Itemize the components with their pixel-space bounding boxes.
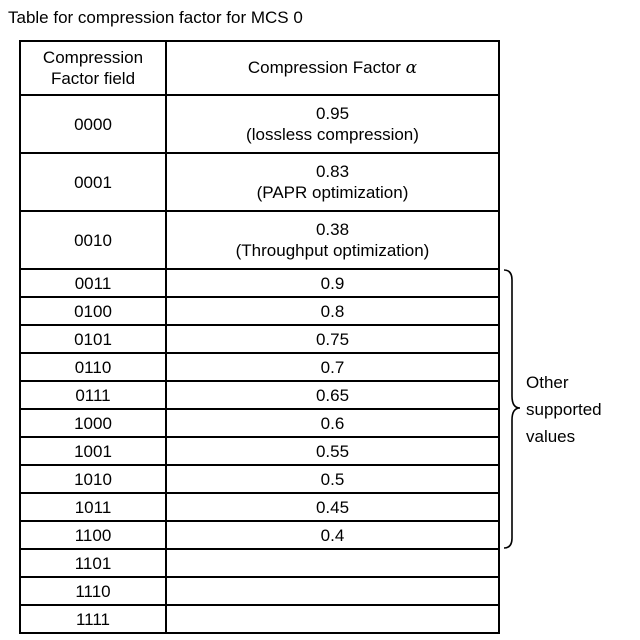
field-cell: 0111 xyxy=(20,381,166,409)
header-col1-line1: Compression xyxy=(21,47,165,68)
brace-label-line3: values xyxy=(526,423,602,450)
factor-cell: 0.8 xyxy=(166,297,499,325)
table-row: 1010 0.5 xyxy=(20,465,499,493)
field-cell: 0101 xyxy=(20,325,166,353)
brace-label-line1: Other xyxy=(526,369,602,396)
factor-cell: 0.6 xyxy=(166,409,499,437)
field-cell: 0010 xyxy=(20,211,166,269)
factor-cell: 0.55 xyxy=(166,437,499,465)
header-col2-text: Compression Factor xyxy=(248,58,406,77)
table-row: 0001 0.83 (PAPR optimization) xyxy=(20,153,499,211)
header-compression-factor-field: Compression Factor field xyxy=(20,41,166,95)
factor-cell xyxy=(166,605,499,633)
field-cell: 0100 xyxy=(20,297,166,325)
field-cell: 0110 xyxy=(20,353,166,381)
factor-cell: 0.38 (Throughput optimization) xyxy=(166,211,499,269)
factor-cell: 0.75 xyxy=(166,325,499,353)
field-cell: 1001 xyxy=(20,437,166,465)
factor-cell: 0.4 xyxy=(166,521,499,549)
field-cell: 1111 xyxy=(20,605,166,633)
table-row: 1001 0.55 xyxy=(20,437,499,465)
factor-cell: 0.45 xyxy=(166,493,499,521)
table-row: 0010 0.38 (Throughput optimization) xyxy=(20,211,499,269)
factor-cell: 0.65 xyxy=(166,381,499,409)
compression-factor-table: Compression Factor field Compression Fac… xyxy=(19,40,500,634)
table-row: 1000 0.6 xyxy=(20,409,499,437)
field-cell: 0001 xyxy=(20,153,166,211)
table-row: 0000 0.95 (lossless compression) xyxy=(20,95,499,153)
factor-cell xyxy=(166,549,499,577)
field-cell: 1000 xyxy=(20,409,166,437)
factor-value: 0.95 xyxy=(167,103,498,124)
table-row: 1100 0.4 xyxy=(20,521,499,549)
factor-cell xyxy=(166,577,499,605)
field-cell: 1110 xyxy=(20,577,166,605)
field-cell: 1100 xyxy=(20,521,166,549)
table-title: Table for compression factor for MCS 0 xyxy=(8,8,303,28)
factor-cell: 0.7 xyxy=(166,353,499,381)
table-row: 0011 0.9 xyxy=(20,269,499,297)
table-row: 0101 0.75 xyxy=(20,325,499,353)
table-row: 0100 0.8 xyxy=(20,297,499,325)
field-cell: 0000 xyxy=(20,95,166,153)
table-row: 1111 xyxy=(20,605,499,633)
header-compression-factor-alpha: Compression Factor α xyxy=(166,41,499,95)
table-row: 1110 xyxy=(20,577,499,605)
factor-cell: 0.83 (PAPR optimization) xyxy=(166,153,499,211)
table-row: 1011 0.45 xyxy=(20,493,499,521)
brace-label-line2: supported xyxy=(526,396,602,423)
field-cell: 1011 xyxy=(20,493,166,521)
factor-cell: 0.95 (lossless compression) xyxy=(166,95,499,153)
table-row: 1101 xyxy=(20,549,499,577)
header-row: Compression Factor field Compression Fac… xyxy=(20,41,499,95)
alpha-symbol: α xyxy=(406,58,417,78)
factor-value: 0.83 xyxy=(167,161,498,182)
factor-cell: 0.5 xyxy=(166,465,499,493)
field-cell: 1010 xyxy=(20,465,166,493)
field-cell: 1101 xyxy=(20,549,166,577)
factor-note: (Throughput optimization) xyxy=(167,240,498,261)
factor-value: 0.38 xyxy=(167,219,498,240)
right-brace-icon xyxy=(500,268,522,552)
table-row: 0111 0.65 xyxy=(20,381,499,409)
factor-note: (PAPR optimization) xyxy=(167,182,498,203)
factor-cell: 0.9 xyxy=(166,269,499,297)
table-row: 0110 0.7 xyxy=(20,353,499,381)
field-cell: 0011 xyxy=(20,269,166,297)
factor-note: (lossless compression) xyxy=(167,124,498,145)
header-col1-line2: Factor field xyxy=(21,68,165,89)
other-supported-values-label: Other supported values xyxy=(526,369,602,450)
